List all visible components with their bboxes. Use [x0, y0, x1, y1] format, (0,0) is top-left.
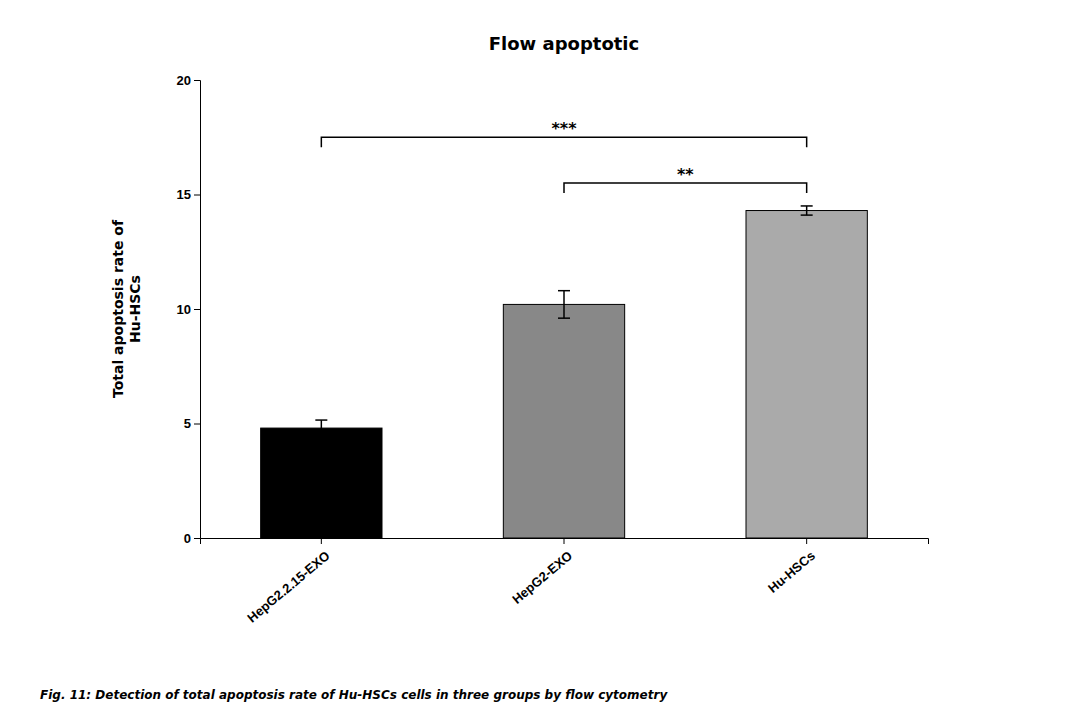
x-tick: HepG2-EXO	[509, 538, 575, 607]
error-bar	[315, 420, 327, 436]
y-tick: 0	[184, 531, 200, 546]
y-tick: 5	[184, 416, 200, 431]
error-bar	[558, 291, 570, 318]
y-tick: 20	[177, 73, 200, 88]
x-axis-line	[201, 539, 929, 545]
y-tick-mark	[194, 538, 200, 539]
error-bar-cap	[801, 214, 813, 216]
x-tick-mark	[321, 538, 322, 544]
plot-area: 0 5 10 15 20 HepG2.2.15-EXO HepG2-EXO Hu-HSCs **…	[177, 73, 929, 626]
error-bar-cap	[315, 435, 327, 437]
caption: Fig. 11: Detection of total apoptosis ra…	[40, 688, 668, 702]
y-axis-label: Total apoptosis rate ofHu-HSCs	[110, 219, 143, 398]
x-tick-mark	[806, 538, 807, 544]
y-tick-label: 20	[177, 73, 191, 88]
error-bar-cap	[558, 317, 570, 319]
y-tick-label: 10	[177, 302, 191, 317]
x-tick-label: Hu-HSCs	[765, 548, 818, 596]
error-bar	[801, 206, 813, 215]
error-bar-cap	[315, 419, 327, 421]
significance-bracket	[321, 137, 806, 147]
y-tick-mark	[194, 424, 200, 425]
significance-bracket	[564, 183, 807, 193]
y-axis: 0 5 10 15 20	[177, 73, 201, 546]
bar	[261, 428, 382, 538]
x-tick: HepG2.2.15-EXO	[244, 538, 332, 625]
marks	[261, 137, 868, 538]
x-tick: Hu-HSCs	[765, 538, 818, 596]
y-tick-label: 0	[184, 531, 191, 546]
title: Flow apoptotic	[489, 33, 639, 54]
y-tick-mark	[194, 195, 200, 196]
x-tick-label: HepG2.2.15-EXO	[244, 548, 332, 625]
bar	[503, 304, 624, 538]
significance-label: ***	[551, 119, 577, 138]
x-tick-label: HepG2-EXO	[509, 548, 575, 607]
y-tick-label: 5	[184, 416, 191, 431]
error-bar-stem	[321, 420, 323, 436]
y-tick-label: 15	[177, 187, 191, 202]
y-tick-mark	[194, 80, 200, 81]
error-bar-stem	[806, 206, 808, 215]
annotations: *****	[551, 119, 694, 184]
significance-label: **	[677, 165, 694, 184]
y-axis-line	[194, 81, 201, 539]
error-bar-cap	[801, 205, 813, 207]
y-tick-mark	[194, 309, 200, 310]
chart: 0 5 10 15 20 HepG2.2.15-EXO HepG2-EXO Hu-HSCs **…	[0, 0, 1088, 713]
y-tick: 15	[177, 187, 200, 202]
x-axis: HepG2.2.15-EXO HepG2-EXO Hu-HSCs	[201, 538, 929, 625]
error-bar-stem	[563, 291, 565, 318]
error-bar-cap	[558, 290, 570, 292]
x-tick-mark	[564, 538, 565, 544]
y-tick: 10	[177, 302, 200, 317]
bar	[746, 211, 867, 538]
